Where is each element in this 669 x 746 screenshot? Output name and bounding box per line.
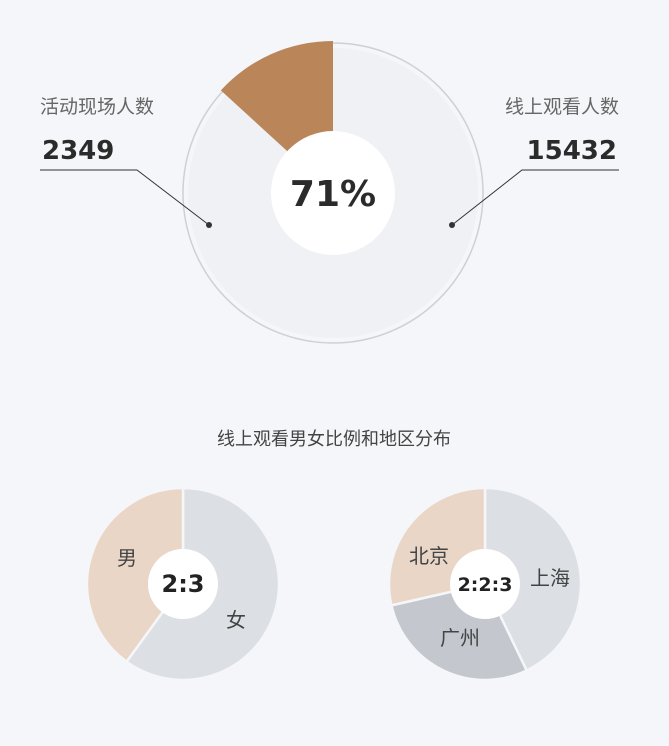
onsite-leader-dot	[206, 222, 212, 228]
gender-donut-chart: 2:3 男 女	[85, 486, 281, 682]
region-label-beijing: 北京	[409, 544, 449, 568]
online-leader-line	[451, 169, 619, 226]
onsite-value: 2349	[42, 136, 114, 166]
shanghai-slice	[483, 486, 583, 673]
gender-center-hole	[148, 549, 218, 619]
online-value: 15432	[527, 136, 617, 166]
region-center-hole	[450, 549, 520, 619]
region-label-shanghai: 上海	[530, 566, 570, 590]
region-label-guangzhou: 广州	[440, 626, 480, 650]
region-donut-chart: 2:2:3 北京 上海 广州	[387, 486, 583, 682]
attendance-donut-chart: 71% 活动现场人数 2349 线上观看人数 15432	[40, 41, 619, 344]
gender-ratio: 2:3	[162, 570, 205, 598]
section-title: 线上观看男女比例和地区分布	[217, 429, 451, 450]
donut-center-hole	[271, 131, 395, 255]
male-slice	[85, 486, 185, 664]
gender-label-male: 男	[117, 546, 137, 570]
onsite-label: 活动现场人数	[40, 96, 154, 118]
onsite-leader-line	[40, 169, 210, 226]
online-leader-dot	[449, 222, 455, 228]
region-ratio: 2:2:3	[458, 574, 513, 596]
online-label: 线上观看人数	[505, 96, 619, 118]
gender-label-female: 女	[226, 608, 246, 632]
center-percentage: 71%	[290, 174, 376, 215]
